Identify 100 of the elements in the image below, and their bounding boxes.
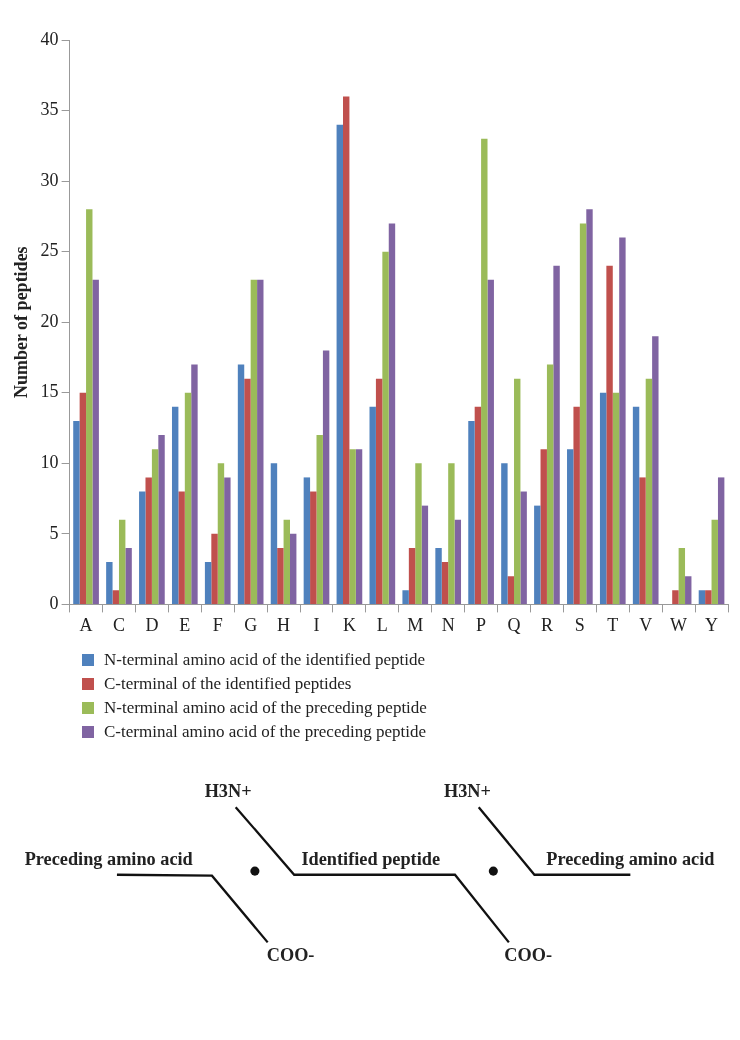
bar xyxy=(145,477,152,604)
x-tick-label: P xyxy=(476,614,487,635)
x-tick-label: F xyxy=(212,614,223,635)
x-tick-label: G xyxy=(244,614,258,635)
bar xyxy=(211,533,218,604)
x-tick-label: W xyxy=(670,614,688,635)
bar xyxy=(619,237,626,604)
bar xyxy=(92,279,99,604)
bar xyxy=(283,519,290,604)
bar xyxy=(652,336,659,604)
bar xyxy=(310,491,317,604)
bar xyxy=(125,547,132,604)
bar xyxy=(507,576,515,604)
y-tick-label: 20 xyxy=(40,310,59,331)
bar xyxy=(711,519,718,604)
bar xyxy=(408,547,416,604)
bar xyxy=(178,491,185,604)
x-tick-label: V xyxy=(639,614,653,635)
bar xyxy=(355,449,363,604)
x-tick-label: D xyxy=(145,614,159,635)
text: H3N+ xyxy=(204,781,252,802)
bar xyxy=(632,406,640,604)
bar xyxy=(546,364,554,604)
x-tick-label: Y xyxy=(705,614,719,635)
text: COO- xyxy=(266,944,315,965)
bar xyxy=(573,406,580,604)
y-tick-label: 25 xyxy=(40,240,59,261)
text: COO- xyxy=(504,944,552,965)
legend-label: N-terminal amino acid of the identified peptide xyxy=(104,650,425,670)
x-tick-label: N xyxy=(441,614,455,635)
bar xyxy=(139,491,146,604)
bar xyxy=(567,449,574,604)
bar xyxy=(441,562,449,604)
bar xyxy=(474,406,482,604)
bar xyxy=(435,547,442,604)
bar xyxy=(171,406,179,604)
bar xyxy=(106,562,113,604)
x-tick-label: H xyxy=(277,614,291,635)
bar xyxy=(599,392,607,604)
y-axis-title: Number of peptides xyxy=(11,246,32,399)
bar xyxy=(237,364,245,604)
bar xyxy=(316,435,323,604)
legend-label: C-terminal amino acid of the preceding peptide xyxy=(104,722,426,742)
bar xyxy=(217,463,225,604)
bar xyxy=(257,279,264,604)
bar xyxy=(369,406,376,604)
bar xyxy=(468,420,475,604)
bar xyxy=(454,519,462,604)
y-tick-label: 35 xyxy=(40,99,59,120)
bar xyxy=(698,590,706,604)
bar xyxy=(612,392,620,604)
bar xyxy=(204,562,212,604)
bar xyxy=(184,392,192,604)
bar xyxy=(481,138,488,604)
y-tick-label: 15 xyxy=(40,381,59,402)
bar xyxy=(705,590,712,604)
x-tick-label: R xyxy=(540,614,553,635)
bar xyxy=(606,265,613,604)
bar xyxy=(290,533,297,604)
x-tick-label: Q xyxy=(507,614,521,635)
bar xyxy=(86,209,93,604)
x-tick-label: I xyxy=(313,614,320,635)
y-tick-label: 0 xyxy=(49,593,59,614)
text: H3N+ xyxy=(444,781,491,802)
bar xyxy=(415,463,422,604)
bar xyxy=(586,209,593,604)
x-tick-label: A xyxy=(79,614,93,635)
bar xyxy=(79,392,87,604)
bar xyxy=(639,477,646,604)
x-tick-label: M xyxy=(407,614,424,635)
text: Identified peptide xyxy=(301,848,441,869)
bar xyxy=(534,505,541,604)
bar xyxy=(322,350,330,604)
y-tick-label: 10 xyxy=(40,452,59,473)
x-tick-label: S xyxy=(574,614,585,635)
bar xyxy=(520,491,527,604)
bar xyxy=(678,547,686,604)
x-tick-label: C xyxy=(112,614,125,635)
x-tick-label: K xyxy=(342,614,356,635)
bar xyxy=(645,378,653,604)
text: Preceding amino acid xyxy=(546,848,715,869)
bar xyxy=(112,590,119,604)
bar xyxy=(540,449,547,604)
bar xyxy=(118,519,126,604)
bar xyxy=(158,435,165,604)
bar xyxy=(487,279,494,604)
bar xyxy=(349,449,356,604)
bar xyxy=(191,364,198,604)
x-tick-label: L xyxy=(376,614,388,635)
y-tick-label: 30 xyxy=(40,169,59,190)
bar xyxy=(375,378,383,604)
y-tick-label: 5 xyxy=(49,522,59,543)
legend-label: N-terminal amino acid of the preceding peptide xyxy=(104,698,427,718)
bar xyxy=(343,96,350,604)
bar xyxy=(224,477,231,604)
bar xyxy=(388,223,396,604)
x-tick-label: T xyxy=(607,614,619,635)
bar xyxy=(553,265,560,604)
bar xyxy=(270,463,278,604)
bar xyxy=(514,378,521,604)
